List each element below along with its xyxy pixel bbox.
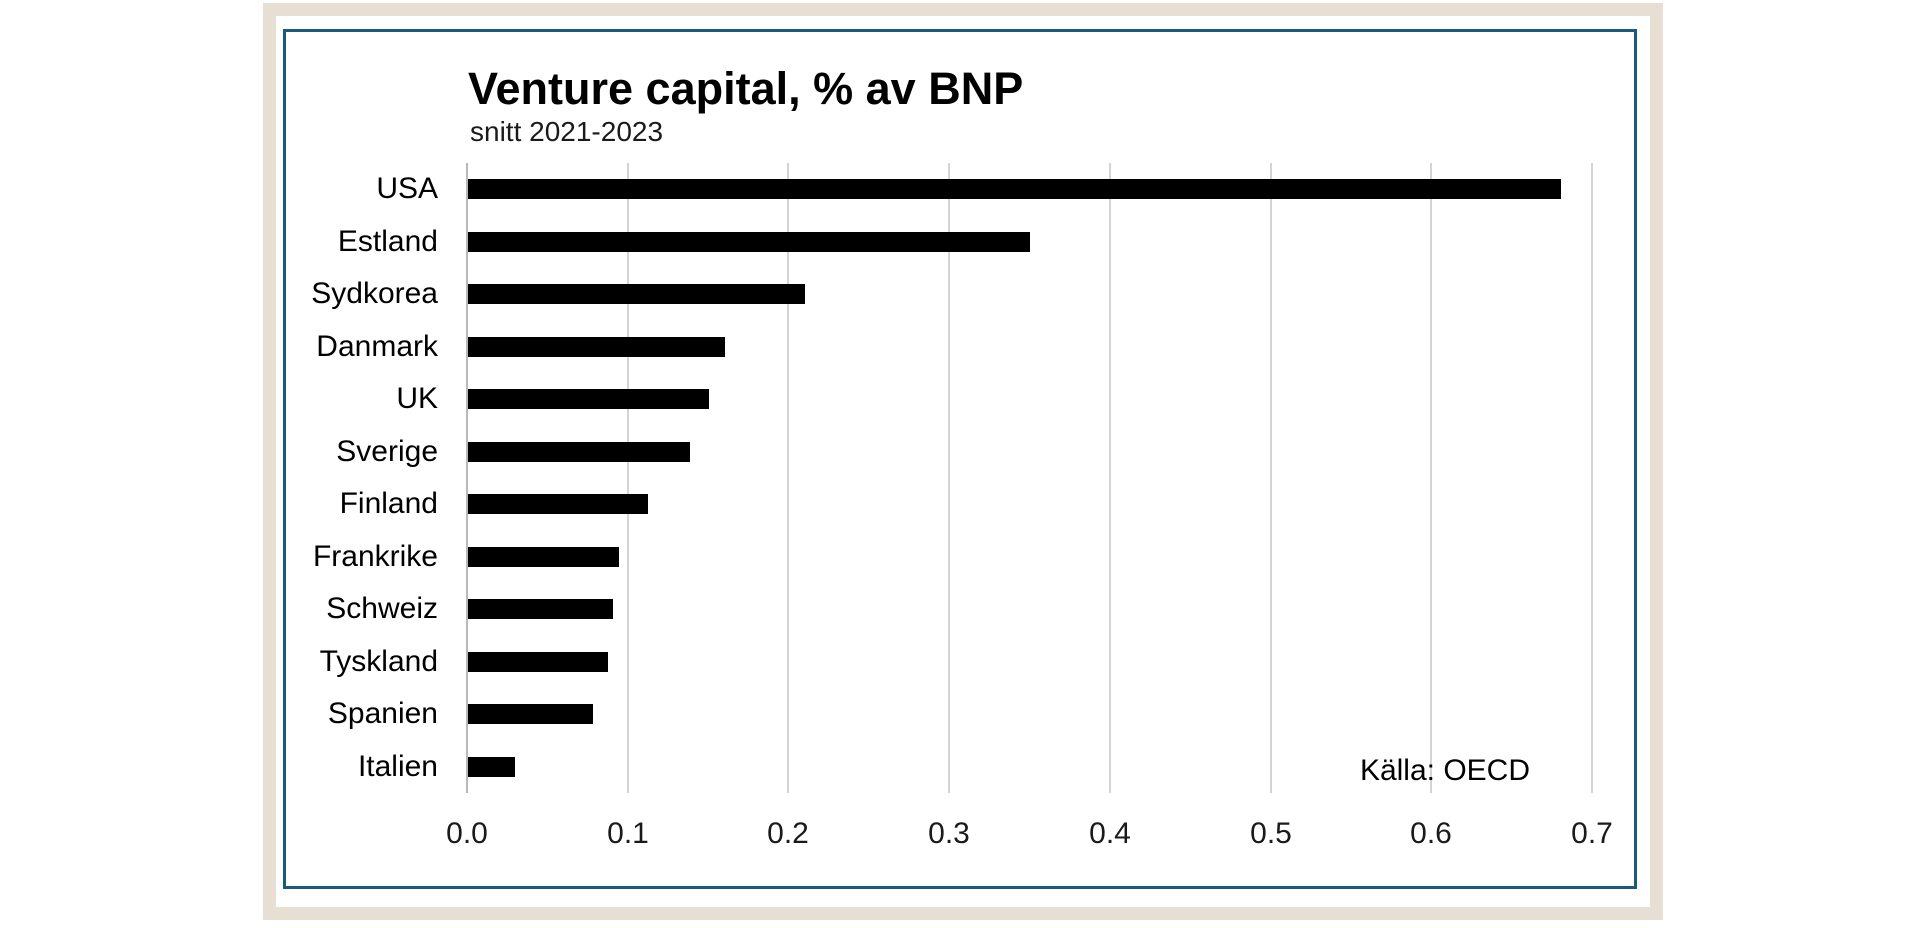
- category-label: Italien: [357, 750, 438, 783]
- x-tick-label: 0.7: [1571, 817, 1613, 850]
- bar: [468, 389, 709, 409]
- category-label: Tyskland: [319, 645, 438, 678]
- x-tick-label: 0.4: [1089, 817, 1131, 850]
- bar: [468, 442, 690, 462]
- category-label: UK: [396, 382, 438, 415]
- bar: [468, 704, 593, 724]
- bar: [468, 284, 805, 304]
- x-tick-label: 0.5: [1250, 817, 1292, 850]
- category-label: USA: [376, 172, 438, 205]
- chart-title: Venture capital, % av BNP: [468, 63, 1024, 114]
- bar: [468, 232, 1030, 252]
- x-tick-label: 0.6: [1410, 817, 1452, 850]
- x-tick-label: 0.2: [767, 817, 809, 850]
- gridline: [1109, 163, 1111, 793]
- gridline: [1270, 163, 1272, 793]
- bar: [468, 757, 515, 777]
- bar: [468, 179, 1561, 199]
- category-label: Danmark: [316, 330, 438, 363]
- x-tick-label: 0.0: [446, 817, 488, 850]
- bar: [468, 547, 619, 567]
- category-label: Finland: [339, 487, 438, 520]
- gridline: [787, 163, 789, 793]
- bar: [468, 337, 725, 357]
- bar: [468, 599, 613, 619]
- source-note: Källa: OECD: [1359, 754, 1530, 787]
- gridline: [627, 163, 629, 793]
- chart-subtitle: snitt 2021-2023: [470, 116, 664, 147]
- x-tick-label: 0.3: [928, 817, 970, 850]
- gridline: [948, 163, 950, 793]
- category-label: Sverige: [336, 435, 438, 468]
- bar: [468, 652, 608, 672]
- outer-beige-frame: [263, 3, 1663, 920]
- category-label: Sydkorea: [311, 277, 438, 310]
- x-tick-label: 0.1: [607, 817, 649, 850]
- category-label: Estland: [337, 225, 438, 258]
- gridline: [1591, 163, 1593, 793]
- category-label: Schweiz: [326, 592, 438, 625]
- y-axis-line: [466, 163, 468, 793]
- bar: [468, 494, 648, 514]
- gridline: [1430, 163, 1432, 793]
- category-label: Frankrike: [312, 540, 438, 573]
- category-label: Spanien: [327, 697, 438, 730]
